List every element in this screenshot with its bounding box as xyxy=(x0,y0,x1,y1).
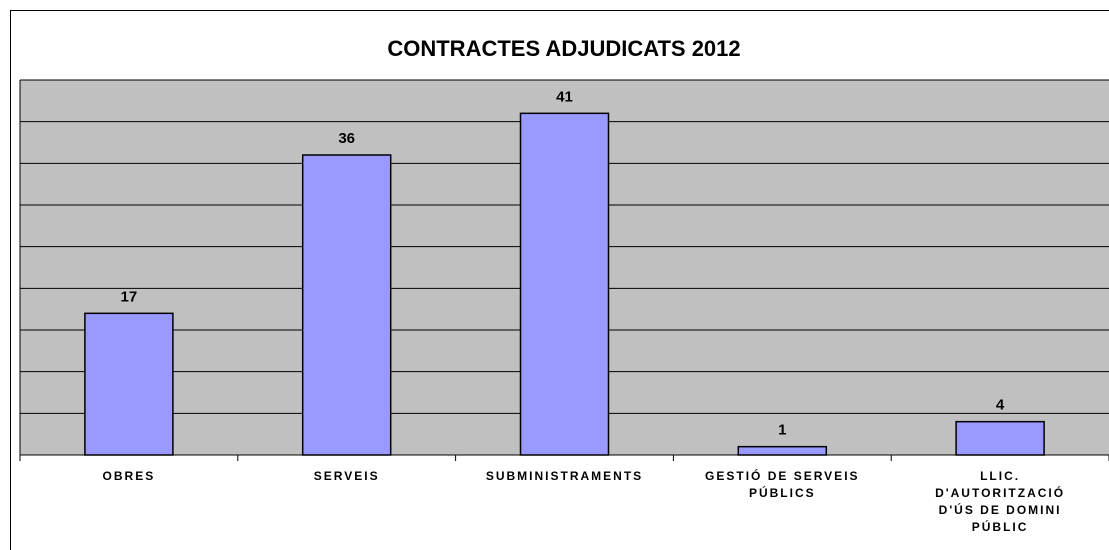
chart-title: CONTRACTES ADJUDICATS 2012 xyxy=(387,36,740,61)
bar xyxy=(301,154,392,456)
data-label: 17 xyxy=(121,288,138,305)
data-label: 36 xyxy=(338,130,355,147)
x-tick-label: SERVEIS xyxy=(313,469,380,483)
data-label: 1 xyxy=(778,422,786,439)
bar xyxy=(84,312,174,456)
data-label: 4 xyxy=(996,397,1005,414)
x-tick-label: OBRES xyxy=(102,469,156,483)
bar xyxy=(737,445,828,456)
bar xyxy=(955,420,1045,456)
x-tick-label: SUBMINISTRAMENTS xyxy=(485,469,644,483)
bar xyxy=(519,112,610,456)
x-tick-label: GESTIÓ DE SERVEIS PÚBLICS xyxy=(705,469,860,500)
x-tick-label: LLIC. D'AUTORITZACIÓ D'ÚS DE DOMINI PÚBL… xyxy=(935,469,1066,534)
data-label: 41 xyxy=(556,88,573,105)
